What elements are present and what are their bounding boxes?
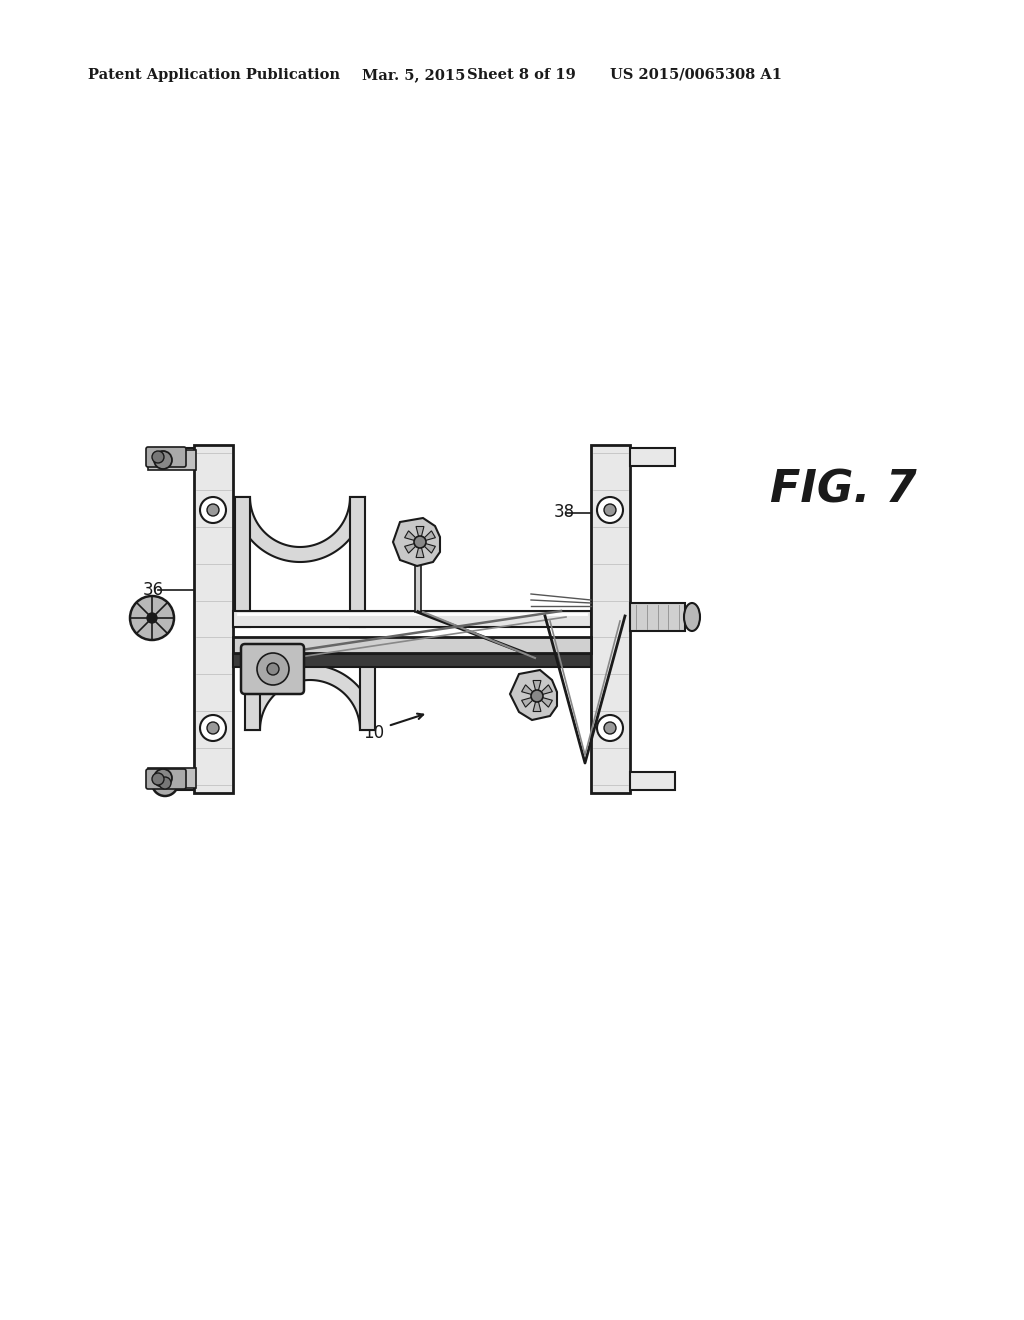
- Bar: [630, 447, 675, 466]
- Bar: [155, 772, 194, 789]
- Bar: [233, 638, 591, 653]
- Circle shape: [154, 451, 172, 469]
- Circle shape: [130, 597, 174, 640]
- Polygon shape: [234, 498, 365, 562]
- Polygon shape: [534, 681, 541, 696]
- Circle shape: [604, 722, 616, 734]
- Bar: [148, 768, 196, 788]
- Circle shape: [152, 770, 178, 796]
- Bar: [245, 657, 260, 730]
- Text: Mar. 5, 2015: Mar. 5, 2015: [362, 69, 465, 82]
- Polygon shape: [404, 543, 420, 553]
- Bar: [360, 657, 375, 730]
- Ellipse shape: [684, 603, 700, 631]
- Text: 10: 10: [362, 723, 384, 742]
- Circle shape: [154, 770, 172, 787]
- Circle shape: [147, 612, 157, 623]
- Circle shape: [597, 715, 623, 741]
- Polygon shape: [420, 531, 435, 543]
- Bar: [155, 447, 194, 466]
- Polygon shape: [420, 543, 435, 553]
- Polygon shape: [404, 531, 420, 543]
- Text: 38: 38: [554, 503, 575, 521]
- Bar: [233, 653, 591, 667]
- Text: FIG. 7: FIG. 7: [770, 469, 916, 511]
- Polygon shape: [510, 671, 557, 719]
- Polygon shape: [393, 517, 440, 566]
- Polygon shape: [245, 665, 375, 730]
- Polygon shape: [416, 527, 424, 543]
- Bar: [630, 772, 675, 789]
- Text: US 2015/0065308 A1: US 2015/0065308 A1: [610, 69, 782, 82]
- Circle shape: [200, 715, 226, 741]
- Text: 36: 36: [143, 581, 164, 599]
- Bar: [415, 562, 421, 612]
- Circle shape: [200, 498, 226, 523]
- Polygon shape: [534, 696, 541, 711]
- Circle shape: [207, 722, 219, 734]
- Circle shape: [152, 774, 164, 785]
- Circle shape: [267, 663, 279, 675]
- Text: Patent Application Publication: Patent Application Publication: [88, 69, 340, 82]
- Bar: [350, 498, 365, 627]
- Text: Sheet 8 of 19: Sheet 8 of 19: [467, 69, 575, 82]
- Circle shape: [531, 690, 543, 702]
- Circle shape: [207, 504, 219, 516]
- FancyBboxPatch shape: [146, 447, 186, 467]
- Circle shape: [414, 536, 426, 548]
- Circle shape: [152, 451, 164, 463]
- Polygon shape: [521, 696, 537, 708]
- Polygon shape: [521, 685, 537, 696]
- FancyBboxPatch shape: [146, 770, 186, 789]
- Bar: [591, 445, 630, 793]
- Bar: [148, 450, 196, 470]
- Circle shape: [159, 777, 171, 789]
- Bar: [234, 498, 250, 627]
- Bar: [194, 445, 233, 793]
- Polygon shape: [537, 685, 552, 696]
- Circle shape: [597, 498, 623, 523]
- Circle shape: [604, 504, 616, 516]
- Polygon shape: [537, 696, 552, 708]
- FancyBboxPatch shape: [241, 644, 304, 694]
- Circle shape: [257, 653, 289, 685]
- Polygon shape: [416, 543, 424, 557]
- Bar: [233, 611, 591, 627]
- Bar: [630, 603, 685, 631]
